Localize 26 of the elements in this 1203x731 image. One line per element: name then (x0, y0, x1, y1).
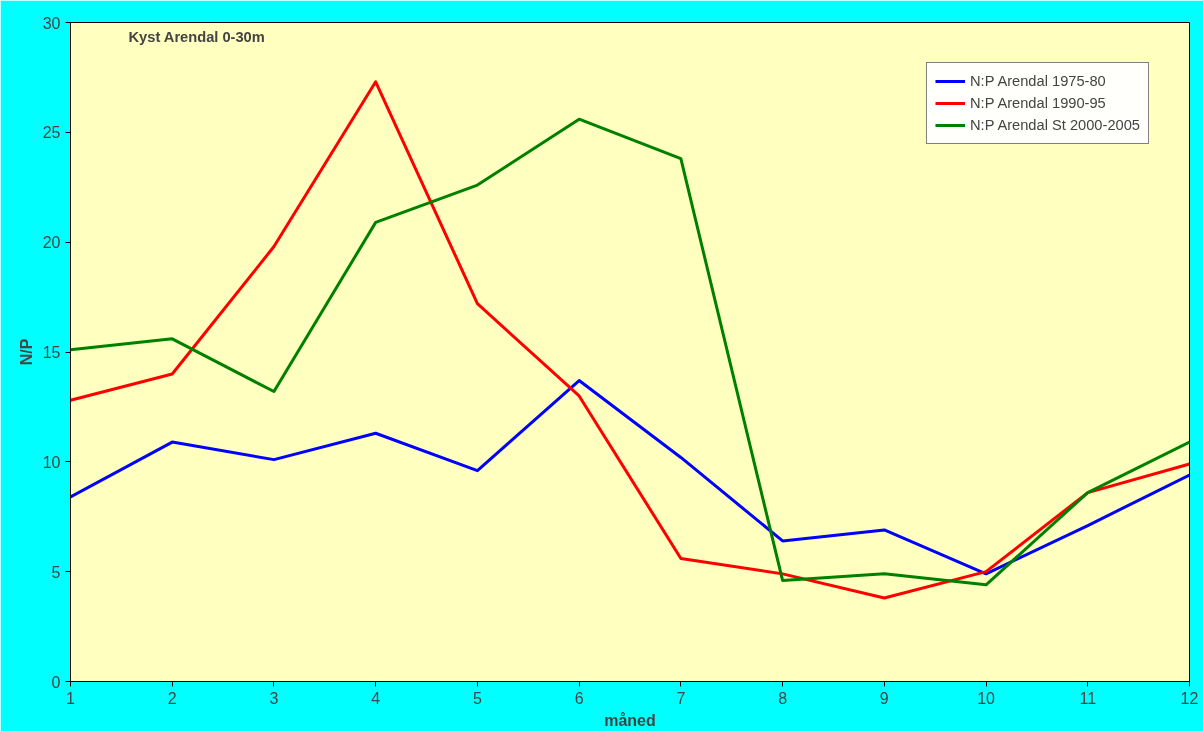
y-tick-label: 30 (42, 14, 61, 32)
x-tick-label: 8 (778, 689, 788, 707)
x-tick-label: 1 (66, 689, 76, 707)
y-tick-label: 20 (42, 234, 61, 252)
x-tick-label: 4 (371, 689, 381, 707)
x-axis-title: måned (604, 711, 656, 729)
y-tick-label: 15 (42, 344, 61, 361)
y-tick-label: 0 (51, 673, 61, 691)
x-tick-label: 6 (574, 689, 584, 707)
y-tick-label: 5 (51, 563, 61, 581)
legend-label: N:P Arendal St 2000-2005 (969, 117, 1140, 133)
x-tick-label: 10 (977, 689, 996, 707)
x-tick-label: 2 (167, 689, 177, 707)
x-tick-label: 3 (269, 689, 279, 707)
x-tick-label: 7 (676, 689, 686, 707)
legend-label: N:P Arendal 1990-95 (969, 95, 1106, 111)
y-axis-title: N/P (17, 338, 35, 366)
x-tick-label: 11 (1079, 689, 1097, 707)
y-tick-label: 10 (42, 453, 61, 471)
chart-title: Kyst Arendal 0-30m (128, 28, 265, 45)
legend-label: N:P Arendal 1975-80 (969, 73, 1106, 89)
line-series (70, 379, 1190, 576)
x-tick-label: 9 (879, 689, 889, 707)
x-tick-label: 5 (472, 689, 482, 707)
y-tick-label: 25 (42, 124, 61, 142)
x-tick-label: 12 (1180, 689, 1199, 707)
